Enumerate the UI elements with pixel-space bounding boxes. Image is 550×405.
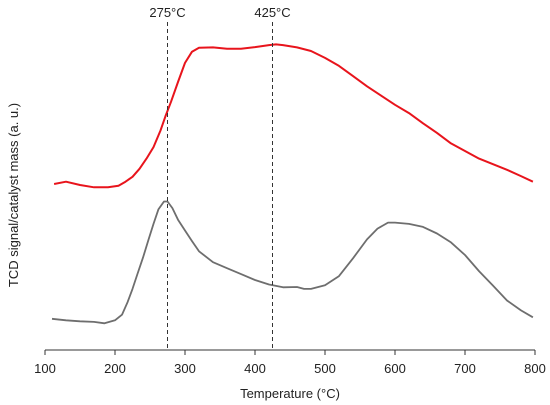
- x-tick-label-300: 300: [174, 361, 196, 376]
- x-tick-label-600: 600: [384, 361, 406, 376]
- annotation-label-2: 425°C: [254, 5, 290, 20]
- x-axis: 100 200 300 400 500 600 700 800: [34, 349, 546, 376]
- x-tick-label-100: 100: [34, 361, 56, 376]
- annotation-label-1: 275°C: [149, 5, 185, 20]
- x-tick-label-200: 200: [104, 361, 126, 376]
- x-tick-label-500: 500: [314, 361, 336, 376]
- series-line-2: [51, 200, 534, 325]
- plot-area: 275°C 425°C: [51, 5, 534, 350]
- y-axis-label: TCD signal/catalyst mass (a. u.): [6, 103, 21, 287]
- x-axis-label: Temperature (°C): [240, 386, 340, 401]
- x-tick-label-800: 800: [524, 361, 546, 376]
- x-tick-label-400: 400: [244, 361, 266, 376]
- series-line-1: [53, 43, 534, 189]
- x-tick-label-700: 700: [454, 361, 476, 376]
